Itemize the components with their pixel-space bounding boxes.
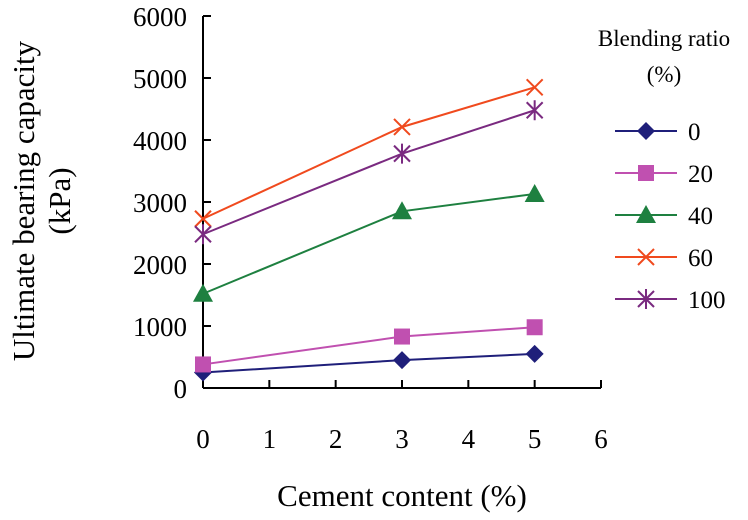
y-axis-title-line1: Ultimate bearing capacity — [6, 40, 41, 361]
series-group — [193, 78, 545, 382]
y-tick-label: 1000 — [133, 312, 187, 342]
square-marker — [638, 165, 654, 181]
legend-title-line2: (%) — [647, 62, 681, 87]
x-marker-stroke — [525, 78, 544, 97]
legend-item-100: 100 — [615, 287, 726, 314]
x-axis-title: Cement content (%) — [277, 478, 527, 513]
y-axis-title-line2: (kPa) — [42, 167, 77, 234]
x-tick-label: 4 — [462, 424, 476, 454]
diamond-marker — [637, 122, 655, 140]
legend-item-60: 60 — [615, 245, 713, 272]
legend-label: 100 — [688, 287, 726, 314]
x-marker-stroke — [637, 248, 655, 266]
series-line — [202, 192, 535, 295]
series-100 — [194, 100, 544, 245]
y-tick-label: 6000 — [133, 2, 187, 32]
x-marker — [525, 78, 544, 97]
x-marker — [194, 210, 212, 228]
y-tick-label: 0 — [174, 374, 188, 404]
x-tick-label: 3 — [395, 424, 409, 454]
legend-item-0: 0 — [615, 119, 701, 146]
x-tick-label: 5 — [528, 424, 542, 454]
legend-items: 0 20 40 60 100 — [615, 119, 726, 314]
triangle-marker — [636, 205, 656, 223]
legend-label: 60 — [688, 245, 713, 272]
triangle-marker — [392, 201, 412, 220]
legend-item-20: 20 — [615, 161, 713, 188]
x-tick-label: 0 — [196, 424, 210, 454]
x-marker — [393, 118, 411, 136]
square-marker — [394, 328, 410, 345]
legend-title-line1: Blending ratio — [598, 26, 730, 51]
series-60 — [194, 78, 544, 228]
square-marker — [526, 319, 543, 336]
triangle-marker — [193, 283, 213, 302]
series-line — [202, 86, 535, 220]
series-line — [202, 326, 535, 366]
x-ticks: 0 1 2 3 4 5 6 — [196, 380, 608, 454]
legend-item-40: 40 — [615, 203, 713, 230]
x-tick-label: 6 — [594, 424, 608, 454]
series-20 — [195, 319, 543, 373]
star-marker — [393, 143, 411, 164]
series-0 — [194, 344, 544, 382]
x-marker-stroke — [393, 118, 411, 136]
series-line — [202, 109, 535, 236]
x-tick-label: 2 — [329, 424, 343, 454]
legend-label: 40 — [688, 203, 713, 230]
star-marker — [637, 289, 655, 309]
y-tick-label: 2000 — [133, 250, 187, 280]
star-marker — [194, 224, 212, 245]
star-marker — [525, 100, 544, 121]
triangle-marker — [524, 183, 545, 202]
x-tick-label: 1 — [263, 424, 277, 454]
diamond-marker — [525, 344, 544, 363]
legend-label: 20 — [688, 161, 713, 188]
y-tick-label: 3000 — [133, 188, 187, 218]
y-tick-label: 5000 — [133, 64, 187, 94]
y-tick-label: 4000 — [133, 126, 187, 156]
series-40 — [193, 183, 545, 302]
x-marker-stroke — [194, 210, 212, 228]
y-axis-title: Ultimate bearing capacity (kPa) — [6, 40, 77, 361]
diamond-marker — [393, 351, 411, 370]
legend-label: 0 — [688, 119, 701, 146]
square-marker — [195, 356, 211, 373]
legend: Blending ratio (%) 0 20 40 60 100 — [598, 26, 730, 314]
x-marker — [637, 248, 655, 266]
y-ticks: 0 1000 2000 3000 4000 5000 6000 — [133, 2, 211, 404]
